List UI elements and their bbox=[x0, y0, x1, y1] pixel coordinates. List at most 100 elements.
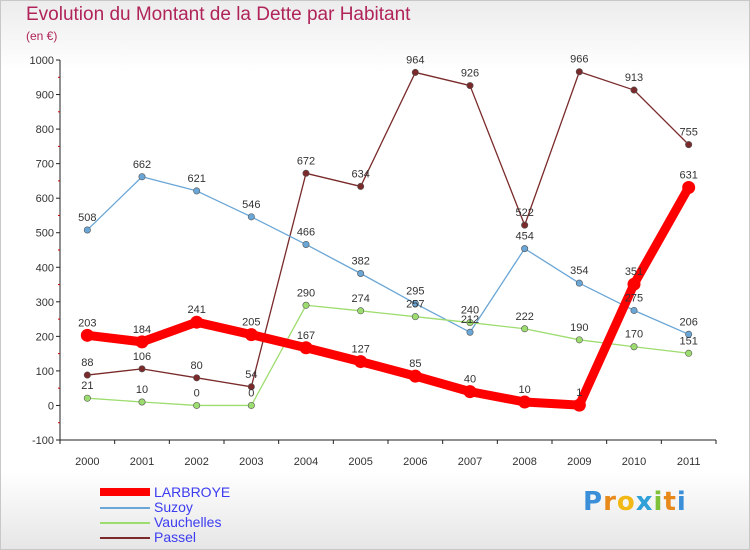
data-point bbox=[521, 245, 529, 253]
data-point bbox=[466, 328, 474, 336]
data-label: 382 bbox=[351, 255, 369, 267]
chart-title: Evolution du Montant de la Dette par Hab… bbox=[26, 4, 411, 25]
data-label: 170 bbox=[625, 329, 643, 341]
data-point bbox=[299, 341, 313, 355]
data-point bbox=[83, 226, 91, 234]
data-label: 212 bbox=[461, 314, 479, 326]
y-tick-label: -100 bbox=[32, 435, 54, 447]
data-label: 40 bbox=[464, 374, 476, 386]
data-label: 634 bbox=[351, 168, 369, 180]
data-point bbox=[408, 369, 422, 383]
data-label: 88 bbox=[81, 357, 93, 369]
legend-item-passel: Passel bbox=[100, 529, 300, 545]
data-label: 241 bbox=[187, 304, 205, 316]
data-label: 184 bbox=[133, 324, 151, 336]
data-point bbox=[572, 398, 586, 412]
data-label: 631 bbox=[679, 169, 697, 181]
legend-label: Vauchelles bbox=[154, 514, 222, 530]
data-label: 926 bbox=[461, 68, 479, 80]
data-point bbox=[411, 313, 419, 321]
data-label: 151 bbox=[679, 335, 697, 347]
y-tick-label: 700 bbox=[36, 159, 54, 171]
data-label: 621 bbox=[187, 173, 205, 185]
legend-item-larbroye: LARBROYE bbox=[100, 484, 300, 500]
data-point bbox=[138, 398, 146, 406]
data-label: 295 bbox=[406, 286, 424, 298]
data-label: 0 bbox=[194, 387, 200, 399]
x-tick-label: 2011 bbox=[677, 456, 701, 468]
data-point bbox=[627, 277, 641, 291]
data-label: 167 bbox=[297, 330, 315, 342]
series-line-vauchelles bbox=[86, 304, 690, 407]
data-label: 274 bbox=[351, 293, 369, 305]
data-label: 203 bbox=[78, 317, 96, 329]
data-point bbox=[302, 301, 310, 309]
y-tick-label: 0 bbox=[48, 400, 54, 412]
data-label: 964 bbox=[406, 54, 424, 66]
data-label: 80 bbox=[191, 360, 203, 372]
data-point bbox=[630, 86, 638, 94]
x-tick-label: 2010 bbox=[622, 456, 646, 468]
data-point bbox=[193, 187, 201, 195]
logo-letter: i bbox=[653, 487, 664, 517]
data-label: 508 bbox=[78, 212, 96, 224]
data-label: 546 bbox=[242, 199, 260, 211]
series-line-passel bbox=[86, 71, 690, 388]
logo-letter: t bbox=[663, 487, 677, 517]
x-tick-label: 2006 bbox=[403, 456, 427, 468]
y-tick-label: 300 bbox=[36, 297, 54, 309]
logo-letter: x bbox=[635, 487, 654, 517]
data-point bbox=[575, 279, 583, 287]
data-label: 1 bbox=[576, 387, 582, 399]
data-point bbox=[411, 68, 419, 76]
logo-letter: i bbox=[676, 487, 687, 517]
data-label: 0 bbox=[248, 387, 254, 399]
data-point bbox=[518, 395, 532, 409]
y-tick-label: 900 bbox=[36, 90, 54, 102]
x-tick-label: 2001 bbox=[130, 456, 154, 468]
x-tick-label: 2005 bbox=[348, 456, 372, 468]
data-point bbox=[630, 343, 638, 351]
data-label: 85 bbox=[409, 358, 421, 370]
data-point bbox=[357, 307, 365, 315]
data-label: 755 bbox=[679, 127, 697, 139]
data-point bbox=[135, 335, 149, 349]
data-label: 257 bbox=[406, 299, 424, 311]
data-point bbox=[247, 213, 255, 221]
data-point bbox=[80, 328, 94, 342]
data-label: 206 bbox=[679, 316, 697, 328]
data-label: 127 bbox=[351, 344, 369, 356]
data-point bbox=[138, 173, 146, 181]
legend-label: Passel bbox=[154, 529, 197, 545]
y-tick-label: 100 bbox=[36, 366, 54, 378]
x-tick-label: 2002 bbox=[184, 456, 208, 468]
data-point bbox=[521, 325, 529, 333]
data-point bbox=[83, 371, 91, 379]
data-label: 106 bbox=[133, 351, 151, 363]
data-label: 205 bbox=[242, 317, 260, 329]
data-point bbox=[247, 383, 255, 391]
logo-letter: P bbox=[583, 487, 604, 517]
data-point bbox=[685, 349, 693, 357]
series-line-larbroye bbox=[82, 182, 694, 410]
y-tick-label: 800 bbox=[36, 124, 54, 136]
legend-label: Suzoy bbox=[154, 499, 193, 515]
data-point bbox=[83, 394, 91, 402]
legend-swatch bbox=[100, 488, 150, 496]
legend-label: LARBROYE bbox=[154, 484, 231, 500]
data-label: 222 bbox=[515, 311, 533, 323]
legend-item-vauchelles: Vauchelles bbox=[100, 514, 300, 530]
legend: LARBROYE Suzoy Vauchelles Passel bbox=[100, 484, 300, 545]
data-label: 190 bbox=[570, 322, 588, 334]
x-tick-label: 2009 bbox=[567, 456, 591, 468]
data-point bbox=[354, 355, 368, 369]
data-label: 351 bbox=[625, 266, 643, 278]
data-point bbox=[685, 330, 693, 338]
data-point bbox=[521, 221, 529, 229]
legend-item-suzoy: Suzoy bbox=[100, 499, 300, 515]
data-point bbox=[302, 169, 310, 177]
data-label: 966 bbox=[570, 54, 588, 66]
data-point bbox=[466, 319, 474, 327]
